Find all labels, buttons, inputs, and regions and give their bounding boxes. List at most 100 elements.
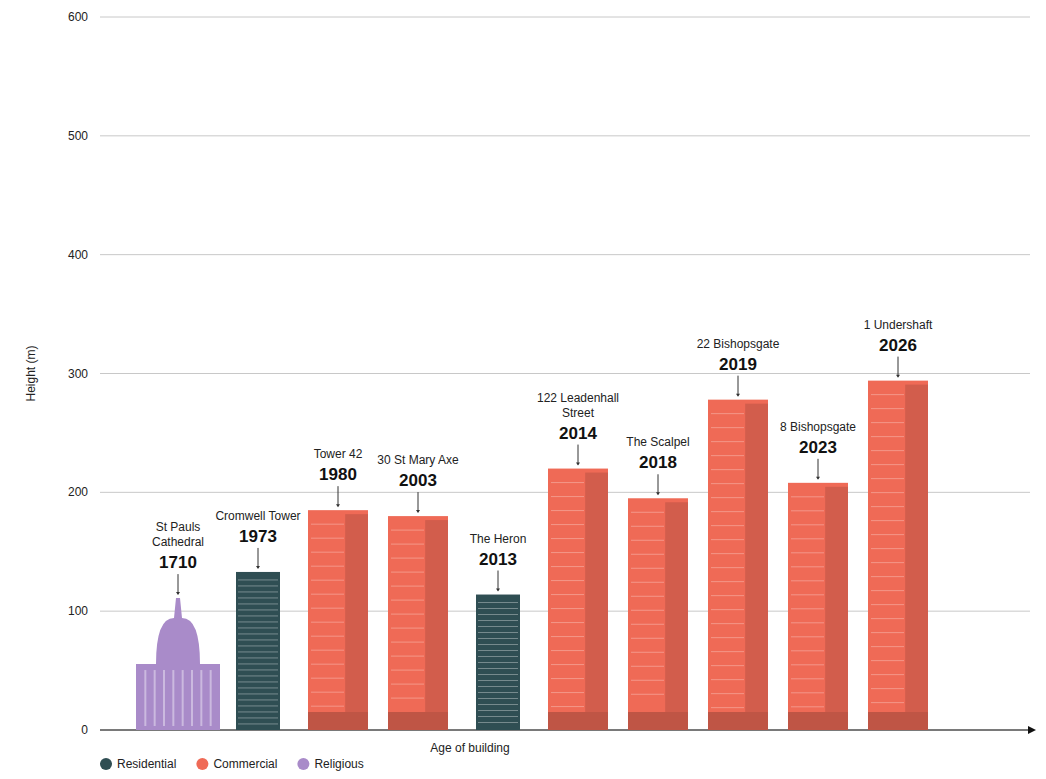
decor xyxy=(311,538,344,539)
decor xyxy=(631,652,664,653)
decor xyxy=(478,680,518,681)
decor xyxy=(711,441,744,442)
decor xyxy=(238,699,278,700)
bar xyxy=(476,595,520,730)
decor xyxy=(788,712,848,730)
decor xyxy=(711,693,744,694)
building-name: Tower 42 xyxy=(314,447,363,461)
building-name: 30 St Mary Axe xyxy=(377,453,459,467)
decor xyxy=(871,436,904,437)
decor xyxy=(551,552,584,553)
decor xyxy=(238,603,278,604)
leader-arrow xyxy=(336,504,340,507)
decor xyxy=(711,483,744,484)
y-tick-label: 300 xyxy=(68,367,88,381)
year-label: 2018 xyxy=(639,453,677,472)
legend-swatch xyxy=(100,758,112,770)
decor xyxy=(791,566,824,567)
decor xyxy=(631,582,664,583)
decor xyxy=(238,693,278,694)
decor xyxy=(791,510,824,511)
leader-line xyxy=(578,445,579,465)
grid: 0100200300400500600 xyxy=(68,10,1030,737)
decor xyxy=(311,566,344,567)
labels: 1710St PaulsCathedral1973Cromwell Tower1… xyxy=(152,318,933,595)
decor xyxy=(631,512,664,513)
decor xyxy=(191,670,193,726)
decor xyxy=(791,496,824,497)
grid-line xyxy=(100,17,1030,18)
year-label: 1973 xyxy=(239,527,277,546)
decor xyxy=(391,586,424,587)
decor xyxy=(551,538,584,539)
decor xyxy=(391,642,424,643)
decor xyxy=(585,473,608,730)
decor xyxy=(665,502,688,730)
decor xyxy=(745,404,768,730)
leader-line xyxy=(498,571,499,591)
decor xyxy=(711,413,744,414)
decor xyxy=(388,712,448,730)
decor xyxy=(871,618,904,619)
decor xyxy=(238,717,278,718)
decor xyxy=(311,622,344,623)
decor xyxy=(238,597,278,598)
year-label: 2014 xyxy=(559,424,597,443)
grid-line xyxy=(100,254,1030,255)
decor xyxy=(871,674,904,675)
decor xyxy=(238,711,278,712)
decor xyxy=(238,639,278,640)
decor xyxy=(631,680,664,681)
decor xyxy=(238,609,278,610)
y-tick-label: 500 xyxy=(68,129,88,143)
decor xyxy=(871,688,904,689)
decor xyxy=(711,609,744,610)
year-label: 2023 xyxy=(799,438,837,457)
decor xyxy=(871,394,904,395)
decor xyxy=(154,670,156,726)
marks xyxy=(136,381,928,730)
decor xyxy=(478,686,518,687)
decor xyxy=(551,692,584,693)
leader-line xyxy=(418,492,419,512)
decor xyxy=(631,540,664,541)
decor xyxy=(791,622,824,623)
building xyxy=(388,516,448,730)
decor xyxy=(391,670,424,671)
decor xyxy=(708,712,768,730)
leader-arrow xyxy=(896,375,900,378)
decor xyxy=(478,716,518,717)
year-label: 2019 xyxy=(719,355,757,374)
decor xyxy=(478,614,518,615)
year-label: 1710 xyxy=(159,553,197,572)
decor xyxy=(791,552,824,553)
decor xyxy=(478,662,518,663)
decor xyxy=(391,530,424,531)
decor xyxy=(391,614,424,615)
decor xyxy=(871,604,904,605)
decor xyxy=(311,608,344,609)
decor xyxy=(308,712,368,730)
year-label: 1980 xyxy=(319,465,357,484)
decor xyxy=(711,581,744,582)
decor xyxy=(868,712,928,730)
leader-arrow xyxy=(656,492,660,495)
decor xyxy=(478,620,518,621)
decor xyxy=(711,525,744,526)
bar xyxy=(236,572,280,730)
decor xyxy=(631,694,664,695)
decor xyxy=(871,576,904,577)
decor xyxy=(551,496,584,497)
decor xyxy=(478,632,518,633)
leader-line xyxy=(258,548,259,568)
leader-arrow xyxy=(736,394,740,397)
bar xyxy=(308,510,368,730)
decor xyxy=(238,651,278,652)
decor xyxy=(791,594,824,595)
decor xyxy=(172,670,174,726)
leader-arrow xyxy=(576,463,580,466)
decor xyxy=(311,594,344,595)
decor xyxy=(478,722,518,723)
decor xyxy=(628,712,688,730)
decor xyxy=(144,670,146,726)
